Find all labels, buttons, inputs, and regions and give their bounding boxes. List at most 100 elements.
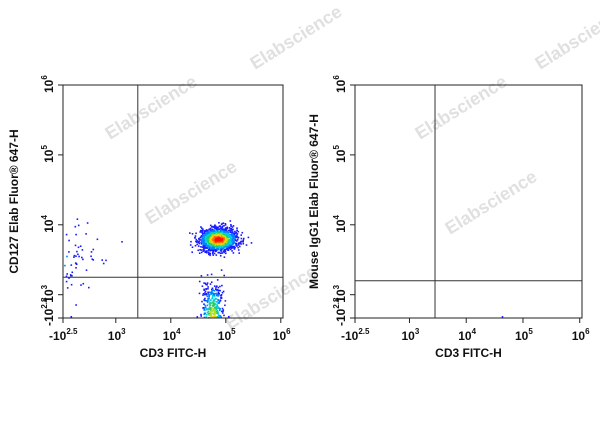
event-dot — [217, 226, 219, 228]
event-dot — [220, 295, 222, 297]
event-dot — [221, 239, 223, 242]
event-dot — [64, 264, 66, 267]
x-tick-label: 104 — [458, 327, 476, 343]
event-dot — [206, 250, 208, 252]
event-dot — [189, 232, 191, 234]
event-dot — [229, 240, 232, 242]
event-dot — [201, 233, 204, 236]
tick-base: -10 — [334, 308, 348, 326]
event-dot — [196, 241, 198, 243]
event-dot — [208, 236, 210, 238]
event-dot — [218, 232, 220, 234]
y-tick-label: 104 — [332, 214, 348, 232]
event-dot — [195, 232, 197, 235]
event-dot — [213, 229, 215, 231]
tick-exponent: 5 — [528, 327, 533, 336]
event-dot — [71, 274, 73, 277]
event-dot — [208, 248, 211, 251]
event-dot — [77, 253, 79, 256]
event-dot — [227, 231, 230, 234]
event-dot — [205, 242, 207, 245]
event-dot — [222, 246, 225, 248]
event-dot — [70, 316, 73, 318]
event-dot — [228, 227, 231, 229]
event-dot — [204, 238, 207, 241]
event-dot — [92, 248, 95, 251]
event-dot — [215, 249, 217, 252]
tick-exponent: 5 — [40, 145, 49, 150]
event-dot — [220, 233, 223, 236]
event-dot — [217, 286, 220, 289]
event-dot — [230, 229, 233, 231]
event-dot — [231, 233, 234, 235]
event-dot — [221, 252, 223, 254]
event-dot — [219, 308, 221, 310]
event-dot — [218, 225, 221, 228]
tick-exponent: 3 — [332, 284, 341, 289]
event-dot — [227, 246, 229, 248]
tick-exponent: 6 — [585, 327, 590, 336]
event-dot — [228, 246, 230, 248]
event-dot — [211, 292, 214, 294]
event-dot — [209, 308, 212, 311]
tick-base: 10 — [108, 329, 122, 343]
event-dot — [209, 234, 211, 237]
event-dot — [203, 299, 205, 301]
event-dot — [229, 243, 231, 245]
event-dot — [218, 300, 221, 303]
x-axis-title: CD3 FITC-H — [140, 346, 207, 360]
event-dot — [200, 243, 203, 245]
event-dot — [196, 316, 199, 318]
event-dot — [217, 314, 220, 317]
event-dot — [68, 277, 70, 279]
tick-exponent: 2.8 — [40, 297, 49, 309]
event-dot — [204, 299, 206, 302]
event-dot — [231, 240, 233, 242]
event-dot — [219, 228, 222, 230]
event-dot — [206, 274, 209, 276]
event-dot — [211, 235, 213, 238]
event-dot — [235, 236, 237, 238]
tick-base: 10 — [42, 289, 56, 303]
event-dot — [206, 284, 208, 286]
tick-exponent: 4 — [472, 327, 477, 336]
event-dot — [225, 229, 227, 231]
event-dot — [79, 245, 82, 247]
event-dot — [233, 247, 235, 250]
event-dot — [216, 293, 218, 295]
x-tick-label: -102.5 — [49, 327, 78, 343]
event-dot — [200, 249, 203, 251]
event-dot — [211, 225, 213, 228]
event-dot — [221, 226, 224, 229]
event-dot — [207, 242, 210, 245]
event-dot — [231, 250, 233, 252]
event-dot — [233, 246, 235, 249]
event-dot — [210, 299, 212, 301]
event-dot — [194, 236, 196, 239]
population-cluster-3 — [196, 269, 230, 319]
event-dot — [215, 225, 217, 228]
event-dot — [213, 298, 215, 301]
event-dot — [204, 246, 207, 249]
event-dot — [236, 227, 238, 229]
event-dot — [198, 280, 201, 283]
event-dot — [198, 292, 201, 295]
event-dot — [200, 275, 203, 277]
event-dot — [215, 254, 218, 256]
event-dot — [198, 240, 200, 243]
event-dot — [210, 234, 212, 237]
event-dot — [213, 285, 216, 287]
y-tick-label: -102.8 — [332, 297, 348, 326]
event-dot — [232, 232, 234, 235]
event-dot — [223, 314, 225, 317]
event-dot — [71, 271, 74, 274]
event-dot — [219, 239, 222, 242]
tick-exponent: 4 — [40, 214, 49, 219]
event-dot — [74, 244, 77, 247]
event-dot — [219, 244, 222, 246]
event-dot — [200, 315, 202, 317]
event-dot — [223, 235, 226, 238]
event-dot — [214, 310, 216, 312]
event-dot — [228, 242, 230, 245]
event-dot — [230, 227, 232, 230]
